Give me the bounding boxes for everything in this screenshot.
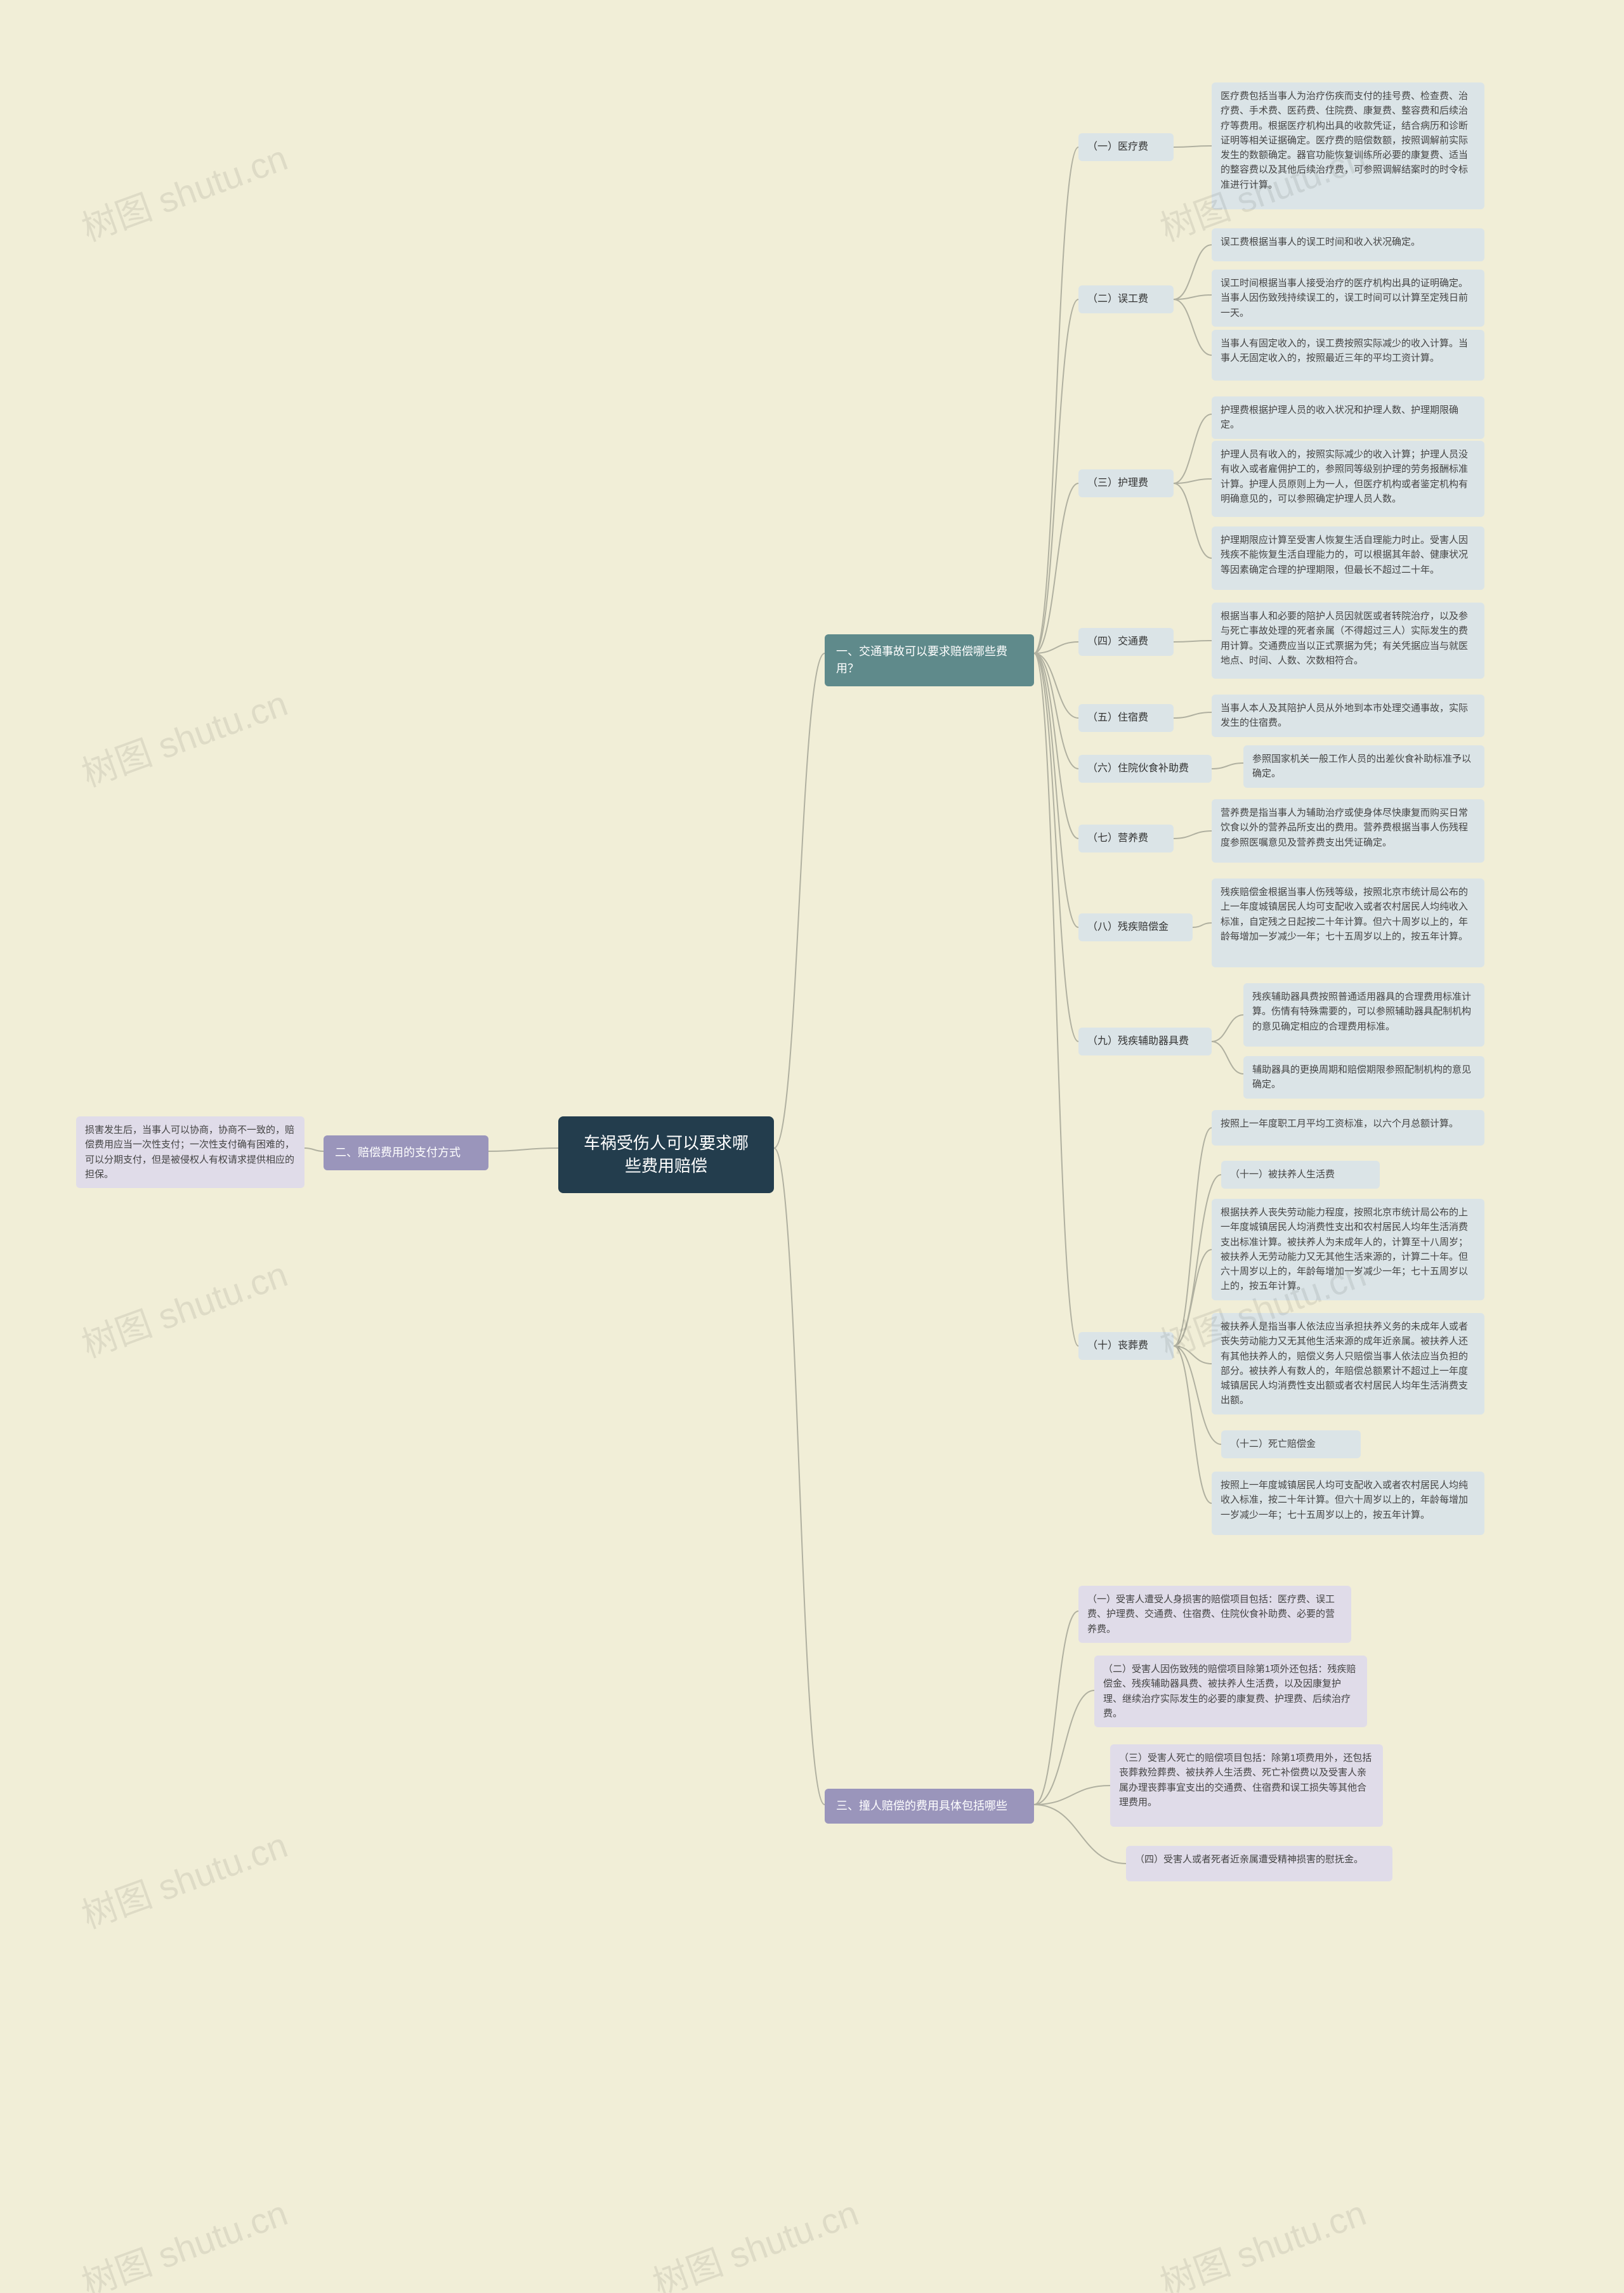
leaf-node: 营养费是指当事人为辅助治疗或使身体尽快康复而购买日常饮食以外的营养品所支出的费用… xyxy=(1212,799,1484,863)
sub-node: （四）交通费 xyxy=(1078,628,1174,656)
leaf-node: （二）受害人因伤致残的赔偿项目除第1项外还包括：残疾赔偿金、残疾辅助器具费、被扶… xyxy=(1094,1656,1367,1727)
leaf-node: 根据当事人和必要的陪护人员因就医或者转院治疗，以及参与死亡事故处理的死者亲属（不… xyxy=(1212,603,1484,679)
leaf-node: 误工费根据当事人的误工时间和收入状况确定。 xyxy=(1212,228,1484,261)
watermark: 树图 shutu.cn xyxy=(74,2185,294,2293)
leaf-node: 辅助器具的更换周期和赔偿期限参照配制机构的意见确定。 xyxy=(1243,1056,1484,1099)
leaf-node: 损害发生后，当事人可以协商，协商不一致的，赔偿费用应当一次性支付；一次性支付确有… xyxy=(76,1116,304,1188)
watermark: 树图 shutu.cn xyxy=(74,1817,294,1938)
leaf-node: 医疗费包括当事人为治疗伤疾而支付的挂号费、检查费、治疗费、手术费、医药费、住院费… xyxy=(1212,82,1484,209)
leaf-node: 残疾赔偿金根据当事人伤残等级，按照北京市统计局公布的上一年度城镇居民人均可支配收… xyxy=(1212,879,1484,967)
leaf-node: （四）受害人或者死者近亲属遭受精神损害的慰抚金。 xyxy=(1126,1846,1392,1881)
sub-node: （三）护理费 xyxy=(1078,469,1174,497)
leaf-node: （一）受害人遭受人身损害的赔偿项目包括：医疗费、误工费、护理费、交通费、住宿费、… xyxy=(1078,1586,1351,1643)
sub-node: （十）丧葬费 xyxy=(1078,1332,1174,1360)
leaf-node: （十一）被扶养人生活费 xyxy=(1221,1161,1380,1189)
leaf-node: 当事人本人及其陪护人员从外地到本市处理交通事故，实际发生的住宿费。 xyxy=(1212,695,1484,737)
leaf-node: 护理期限应计算至受害人恢复生活自理能力时止。受害人因残疾不能恢复生活自理能力的，… xyxy=(1212,526,1484,590)
leaf-node: 根据扶养人丧失劳动能力程度，按照北京市统计局公布的上一年度城镇居民人均消费性支出… xyxy=(1212,1199,1484,1300)
leaf-node: （三）受害人死亡的赔偿项目包括：除第1项费用外，还包括丧葬救殓葬费、被扶养人生活… xyxy=(1110,1744,1383,1827)
sub-node: （九）残疾辅助器具费 xyxy=(1078,1028,1212,1055)
leaf-node: 误工时间根据当事人接受治疗的医疗机构出具的证明确定。当事人因伤致残持续误工的，误… xyxy=(1212,270,1484,327)
sub-node: （一）医疗费 xyxy=(1078,133,1174,161)
sub-node: （七）营养费 xyxy=(1078,825,1174,853)
main1-node: 一、交通事故可以要求赔偿哪些费用？ xyxy=(825,634,1034,686)
leaf-node: 按照上一年度城镇居民人均可支配收入或者农村居民人均纯收入标准，按二十年计算。但六… xyxy=(1212,1472,1484,1535)
leaf-node: 参照国家机关一般工作人员的出差伙食补助标准予以确定。 xyxy=(1243,745,1484,788)
leaf-node: 按照上一年度职工月平均工资标准，以六个月总额计算。 xyxy=(1212,1110,1484,1146)
leaf-node: 护理费根据护理人员的收入状况和护理人数、护理期限确定。 xyxy=(1212,396,1484,439)
center-node: 车祸受伤人可以要求哪些费用赔偿 xyxy=(558,1116,774,1193)
watermark: 树图 shutu.cn xyxy=(74,675,294,797)
leaf-node: 当事人有固定收入的，误工费按照实际减少的收入计算。当事人无固定收入的，按照最近三… xyxy=(1212,330,1484,381)
leaf-node: （十二）死亡赔偿金 xyxy=(1221,1430,1361,1458)
main2-node: 二、赔偿费用的支付方式 xyxy=(324,1135,488,1170)
sub-node: （二）误工费 xyxy=(1078,285,1174,313)
sub-node: （六）住院伙食补助费 xyxy=(1078,755,1212,783)
sub-node: （八）残疾赔偿金 xyxy=(1078,913,1193,941)
watermark: 树图 shutu.cn xyxy=(1152,2185,1372,2293)
watermark: 树图 shutu.cn xyxy=(74,1246,294,1368)
watermark: 树图 shutu.cn xyxy=(74,129,294,251)
leaf-node: 护理人员有收入的，按照实际减少的收入计算；护理人员没有收入或者雇佣护工的，参照同… xyxy=(1212,441,1484,517)
leaf-node: 残疾辅助器具费按照普通适用器具的合理费用标准计算。伤情有特殊需要的，可以参照辅助… xyxy=(1243,983,1484,1047)
watermark: 树图 shutu.cn xyxy=(645,2185,865,2293)
leaf-node: 被扶养人是指当事人依法应当承担扶养义务的未成年人或者丧失劳动能力又无其他生活来源… xyxy=(1212,1313,1484,1414)
main3-node: 三、撞人赔偿的费用具体包括哪些 xyxy=(825,1789,1034,1824)
sub-node: （五）住宿费 xyxy=(1078,704,1174,732)
